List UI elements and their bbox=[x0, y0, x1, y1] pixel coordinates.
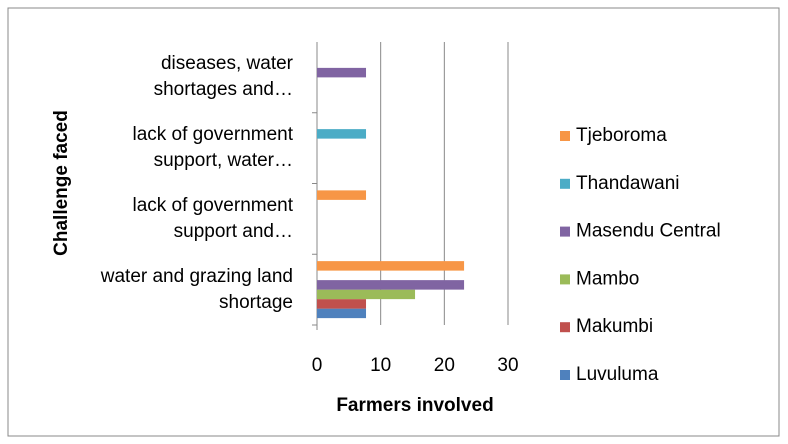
bar bbox=[317, 280, 465, 290]
y-tick-label: water and grazing land shortage bbox=[100, 265, 293, 313]
bar bbox=[317, 289, 416, 300]
legend-label: Tjeboroma bbox=[576, 125, 667, 146]
x-tick-label: 10 bbox=[370, 355, 391, 376]
bar bbox=[317, 261, 465, 271]
legend-label: Mambo bbox=[576, 268, 639, 289]
y-tick-label: lack of government support, water… bbox=[132, 124, 293, 172]
legend-swatch bbox=[560, 274, 570, 285]
bar bbox=[317, 299, 367, 309]
legend-label: Luvuluma bbox=[576, 364, 659, 385]
legend-label: Masendu Central bbox=[576, 221, 721, 242]
legend-swatch bbox=[560, 178, 570, 189]
x-tick-label: 0 bbox=[312, 355, 323, 376]
bar bbox=[317, 308, 367, 319]
legend-swatch bbox=[560, 370, 570, 380]
x-tick-label: 20 bbox=[434, 355, 455, 376]
y-tick-label: lack of government support and… bbox=[132, 194, 293, 242]
chart-border bbox=[7, 7, 780, 437]
legend-label: Thandawani bbox=[576, 173, 680, 194]
bar bbox=[317, 190, 367, 200]
legend-label: Makumbi bbox=[576, 316, 653, 337]
y-tick-label: diseases, water shortages and… bbox=[153, 53, 293, 101]
x-axis-title: Farmers involved bbox=[336, 395, 493, 416]
x-tick-label: 30 bbox=[497, 355, 518, 376]
y-axis-title: Challenge faced bbox=[51, 110, 72, 256]
legend-swatch bbox=[560, 131, 570, 141]
bar bbox=[317, 129, 367, 139]
bar bbox=[317, 67, 367, 78]
legend-swatch bbox=[560, 226, 570, 237]
legend-swatch bbox=[560, 322, 570, 333]
